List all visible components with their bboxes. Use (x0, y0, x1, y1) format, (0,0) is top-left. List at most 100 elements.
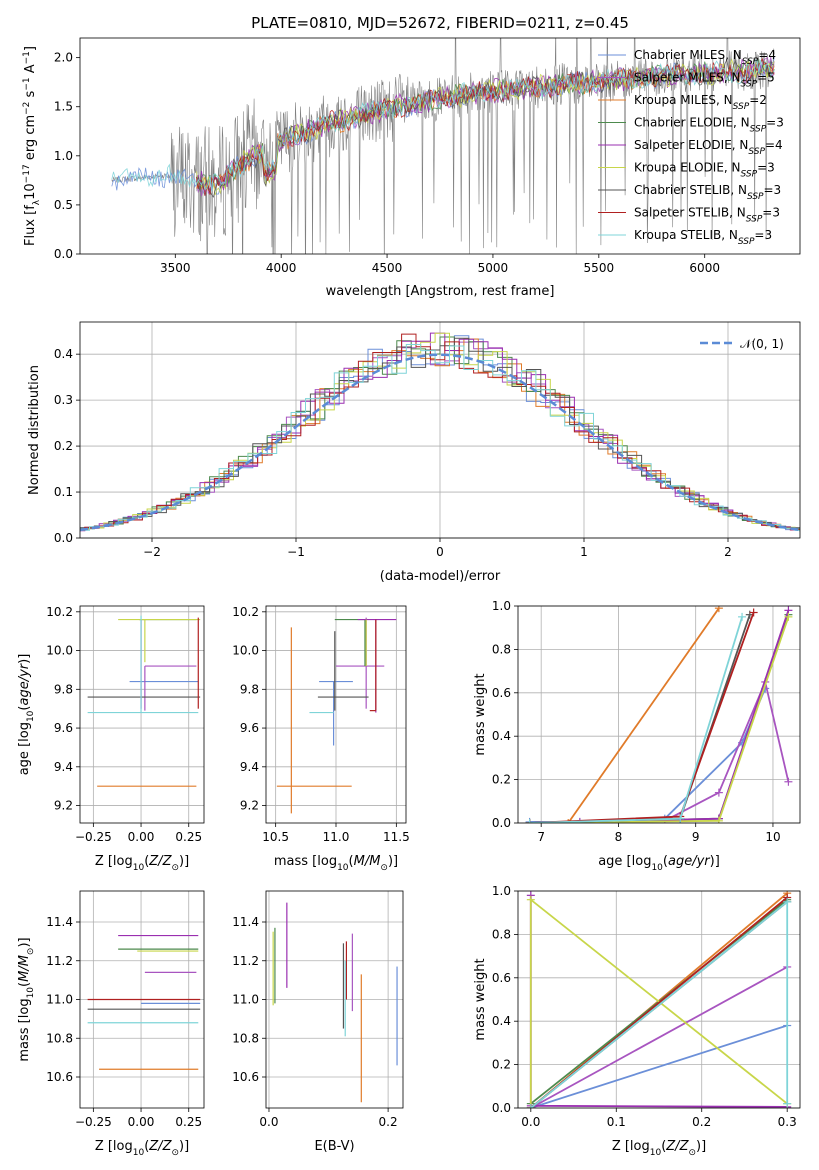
x-tick-label: −2 (143, 545, 161, 559)
x-axis-label: E(B-V) (314, 1139, 354, 1154)
x-tick-label: 0.0 (521, 1115, 540, 1129)
x-tick-label: 0.00 (128, 830, 155, 844)
chart-age_vs_Z: −0.25 0.00 0.25 9.2 9.4 9.6 9.8 10.0 10.2 Z [log1… (17, 605, 205, 873)
y-tick-label: 11.4 (46, 915, 73, 929)
legend-label: Salpeter MILES, NSSP=5 (634, 71, 775, 90)
x-tick-label: −1 (287, 545, 305, 559)
y-tick-label: 11.4 (232, 915, 259, 929)
chart-spectrum: 3500 4000 4500 5000 5500 6000 0.0 0.5 1.0 1.5 2.0 w… (22, 37, 801, 299)
weight-series-line (530, 1024, 788, 1108)
histogram-step-line (80, 337, 800, 532)
y-tick-label: 1.0 (492, 599, 511, 613)
x-axis-label: Z [log10(Z/Z⊙)] (612, 1139, 706, 1158)
y-tick-label: 0.2 (54, 439, 73, 453)
y-tick-label: 0.8 (492, 927, 511, 941)
y-axis-label: age [log10(age/yr)] (17, 654, 36, 776)
y-tick-label: 11.2 (46, 954, 73, 968)
plot-area (272, 902, 398, 1103)
y-tick-label: 2.0 (54, 51, 73, 65)
y-tick-label: 10.6 (46, 1070, 73, 1084)
x-tick-label: 6000 (689, 261, 720, 275)
y-axis-label: mass weight (473, 958, 488, 1040)
y-tick-label: 9.2 (240, 799, 259, 813)
y-tick-label: 0.6 (492, 686, 511, 700)
y-tick-label: 9.6 (54, 721, 73, 735)
chart-weight_vs_age: 7 8 9 10 0.0 0.2 0.4 0.6 0.8 1.0 age [log10(age/yr… (473, 599, 801, 873)
y-tick-label: 9.8 (54, 682, 73, 696)
y-tick-label: 0.0 (492, 1101, 511, 1115)
y-tick-label: 10.8 (46, 1031, 73, 1045)
model-spectrum-line (111, 59, 775, 192)
x-tick-label: 0.00 (128, 1115, 155, 1129)
weight-series-line (529, 607, 720, 823)
y-tick-label: 10.8 (232, 1031, 259, 1045)
y-tick-label: 0.4 (492, 729, 511, 743)
y-axis-label: Normed distribution (27, 365, 42, 495)
axes-frame (79, 37, 801, 255)
normal-reference-curve (80, 353, 800, 532)
y-tick-label: 9.4 (240, 760, 259, 774)
y-tick-label: 0.6 (492, 971, 511, 985)
y-tick-label: 9.4 (54, 760, 73, 774)
model-spectrum-line (196, 57, 775, 196)
plot-area (526, 891, 792, 1108)
x-axis-label: wavelength [Angstrom, rest frame] (326, 284, 555, 299)
y-tick-label: 9.8 (240, 682, 259, 696)
plot-area (87, 934, 201, 1070)
legend-label: Chabrier ELODIE, NSSP=3 (634, 116, 784, 135)
x-tick-label: 10.5 (262, 830, 289, 844)
x-tick-label: 0 (436, 545, 444, 559)
chart-residuals: −2 −1 0 1 2 0.0 0.1 0.2 0.3 0.4 (data-model)/error… (27, 321, 801, 584)
y-axis-label: mass weight (473, 673, 488, 755)
y-tick-label: 0.8 (492, 642, 511, 656)
x-tick-label: 4500 (372, 261, 403, 275)
y-tick-label: 10.0 (46, 644, 73, 658)
x-tick-label: −0.25 (75, 1115, 112, 1129)
x-tick-label: 0.0 (259, 1115, 278, 1129)
legend: 𝒩(0, 1) (700, 337, 784, 351)
y-tick-label: 1.0 (492, 884, 511, 898)
x-axis-label: age [log10(age/yr)] (598, 854, 720, 873)
y-axis-label: Flux [fλ10−17 erg cm−2 s−1 A−1] (22, 46, 42, 246)
y-tick-label: 9.2 (54, 799, 73, 813)
x-tick-label: 7 (537, 830, 545, 844)
y-tick-label: 10.2 (46, 605, 73, 619)
x-tick-label: 11.0 (323, 830, 350, 844)
axes-frame (517, 605, 801, 824)
x-tick-label: 0.1 (607, 1115, 626, 1129)
x-axis-label: Z [log10(Z/Z⊙)] (95, 854, 189, 873)
y-tick-label: 9.6 (240, 721, 259, 735)
x-tick-label: −0.25 (75, 830, 112, 844)
chart-mass_vs_ebv: 0.0 0.2 10.6 10.8 11.0 11.2 11.4 E(B-V) (232, 890, 404, 1154)
x-tick-label: 5500 (584, 261, 615, 275)
x-tick-label: 0.25 (175, 830, 202, 844)
y-tick-label: 10.0 (232, 644, 259, 658)
y-tick-label: 1.5 (54, 100, 73, 114)
chart-weight_vs_Z: 0.0 0.1 0.2 0.3 0.0 0.2 0.4 0.6 0.8 1.0 Z [log10(Z… (473, 884, 801, 1158)
axes-frame (79, 605, 205, 824)
x-tick-label: 4000 (266, 261, 297, 275)
x-tick-label: 5000 (478, 261, 509, 275)
y-tick-label: 0.0 (54, 247, 73, 261)
y-tick-label: 11.2 (232, 954, 259, 968)
y-axis-label: mass [log10(M/M⊙)] (17, 937, 36, 1061)
x-axis-label: Z [log10(Z/Z⊙)] (95, 1139, 189, 1158)
weight-series-line (530, 966, 788, 1108)
y-tick-label: 11.0 (232, 993, 259, 1007)
chart-age_vs_mass: 10.5 11.0 11.5 9.2 9.4 9.6 9.8 10.0 10.2 mass [lo… (232, 605, 409, 873)
axes-frame (265, 890, 404, 1109)
legend-label: Chabrier MILES, NSSP=4 (634, 48, 776, 67)
plot-area (80, 332, 800, 532)
chart-mass_vs_Z: −0.25 0.00 0.25 10.6 10.8 11.0 11.2 11.4 Z [log1… (17, 890, 205, 1158)
x-tick-label: 10 (765, 830, 780, 844)
x-tick-label: 11.5 (383, 830, 410, 844)
plot-area (525, 606, 793, 823)
y-tick-label: 0.4 (54, 347, 73, 361)
plot-area (111, 38, 775, 254)
y-tick-label: 0.1 (54, 485, 73, 499)
x-tick-label: 3500 (160, 261, 191, 275)
x-tick-label: 1 (580, 545, 588, 559)
y-tick-label: 10.6 (232, 1070, 259, 1084)
y-tick-label: 0.2 (492, 773, 511, 787)
